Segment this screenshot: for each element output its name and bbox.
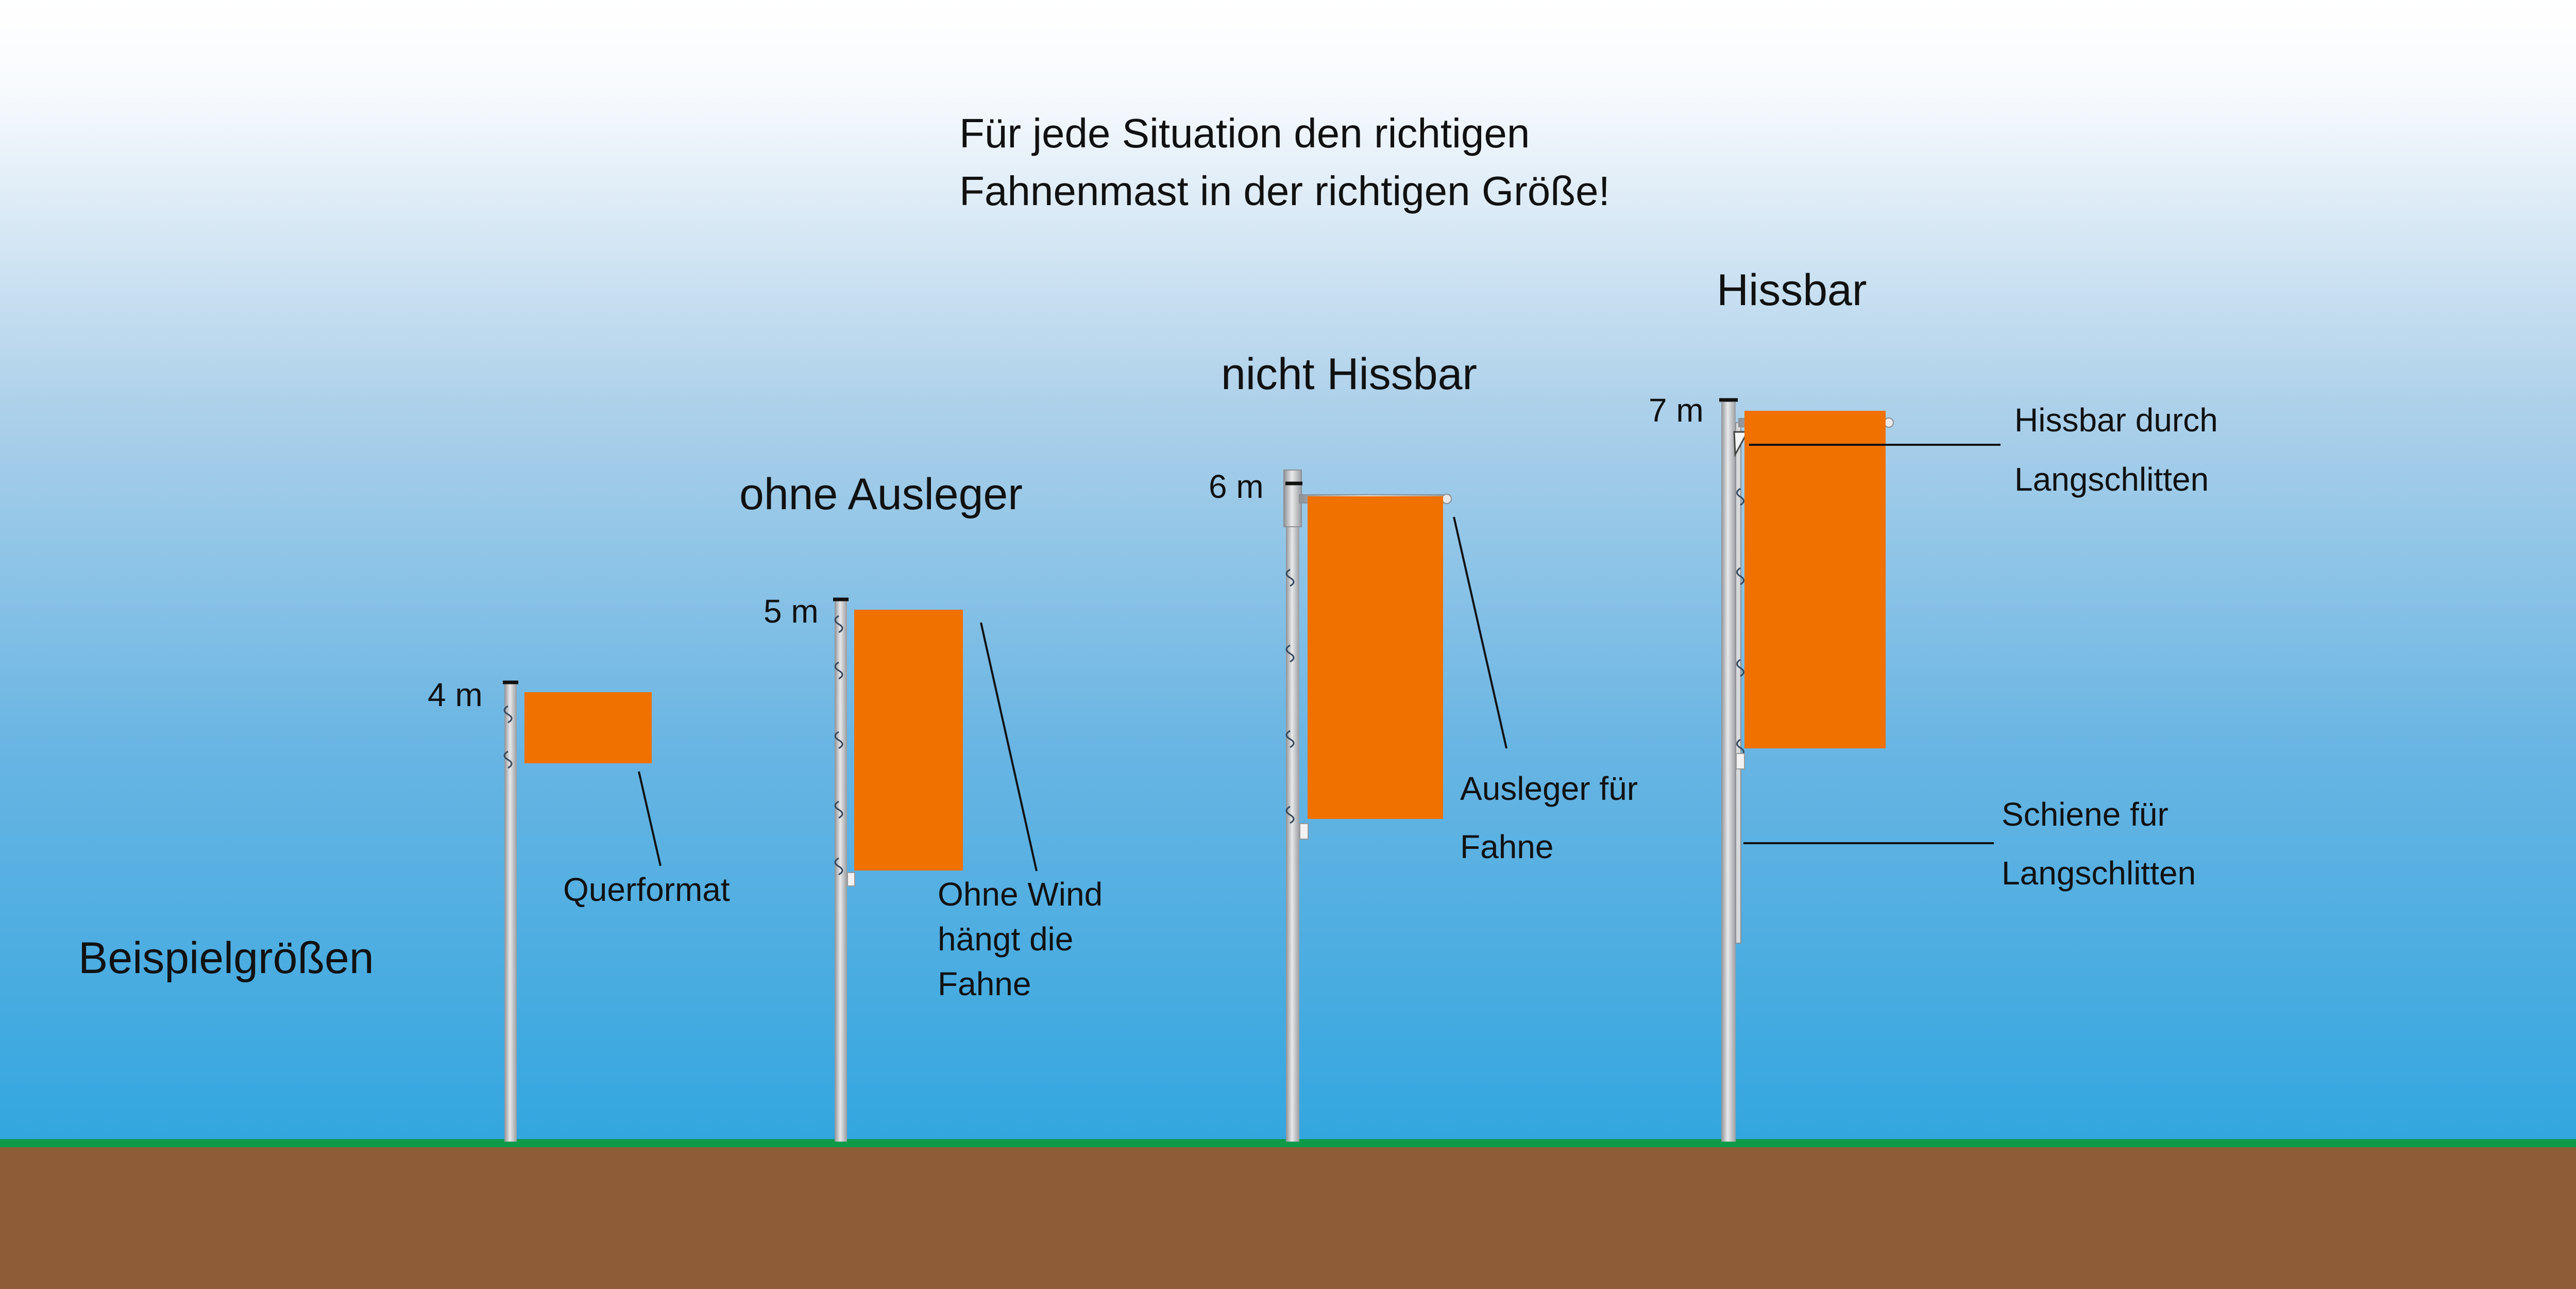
crossarm-end xyxy=(1442,494,1452,504)
annotation-line-2: Fahne xyxy=(1460,828,1553,865)
flagpole-5m: 5 m Ohne Wind hängt die Fahne xyxy=(764,593,1103,1142)
pole-shaft xyxy=(1286,478,1299,1142)
weight-block xyxy=(847,872,855,886)
slide-rail xyxy=(1735,422,1741,944)
flag-landscape xyxy=(524,692,652,763)
pole-top-fitting xyxy=(1283,470,1302,527)
flag-clip xyxy=(1285,644,1295,663)
leader-line xyxy=(980,622,1038,872)
height-label: 4 m xyxy=(428,676,483,713)
flag-clip xyxy=(834,661,843,680)
flag-clip xyxy=(1736,659,1744,677)
flag-clip xyxy=(834,857,843,876)
grass-strip xyxy=(0,1139,2576,1147)
height-label: 7 m xyxy=(1649,392,1704,429)
flag-clip xyxy=(1285,806,1295,824)
flag-clip xyxy=(834,731,843,749)
example-sizes-label: Beispielgrößen xyxy=(78,933,374,983)
annotation-line-2: Langschlitten xyxy=(2014,461,2209,498)
flag-portrait xyxy=(854,610,963,871)
leader-line xyxy=(1453,516,1507,749)
flagpole-4m: 4 m Querformat xyxy=(428,676,730,1142)
pole-shaft xyxy=(1721,402,1736,1142)
height-label: 5 m xyxy=(764,593,819,630)
heading-ohne-ausleger: ohne Ausleger xyxy=(739,470,1023,519)
flagpole-7m: 7 m Hissbar durch Langschlitten Schiene … xyxy=(1649,392,2218,1142)
annotation-line-3: Fahne xyxy=(938,965,1031,1002)
rail-annotation-line-1: Schiene für xyxy=(2002,796,2168,833)
flag-clip xyxy=(1285,730,1295,748)
annotation-querformat: Querformat xyxy=(563,871,730,908)
annotation-line-1: Ohne Wind xyxy=(938,876,1103,913)
flag-portrait xyxy=(1308,496,1443,819)
flag-clip xyxy=(834,615,843,633)
flag-clip xyxy=(503,750,513,769)
flag-clip xyxy=(1736,488,1744,506)
ground xyxy=(0,1147,2576,1289)
annotation-line-1: Hissbar durch xyxy=(2014,401,2218,439)
flag-portrait xyxy=(1744,411,1886,748)
weight-block xyxy=(1299,823,1309,840)
weight-block xyxy=(1736,753,1745,769)
rail-annotation-line-2: Langschlitten xyxy=(2002,855,2196,892)
flagpole-6m: 6 m Ausleger für Fahne xyxy=(1209,468,1638,1142)
leader-line xyxy=(638,771,662,866)
annotation-line-1: Ausleger für xyxy=(1460,770,1638,807)
flag-clip xyxy=(1736,567,1744,585)
annotation-line-2: hängt die xyxy=(938,920,1073,958)
heading-nicht-hissbar: nicht Hissbar xyxy=(1221,349,1477,399)
flag-clip xyxy=(1285,568,1295,587)
flag-clip xyxy=(503,705,513,724)
height-label: 6 m xyxy=(1209,468,1264,505)
heading-hissbar: Hissbar xyxy=(1717,265,1867,315)
pole-shaft xyxy=(835,600,847,1142)
title-line-2: Fahnenmast in der richtigen Größe! xyxy=(959,168,1610,214)
rail-bracket xyxy=(1733,431,1749,458)
flag-clip xyxy=(834,800,843,819)
title-line-1: Für jede Situation den richtigen xyxy=(959,110,1530,156)
